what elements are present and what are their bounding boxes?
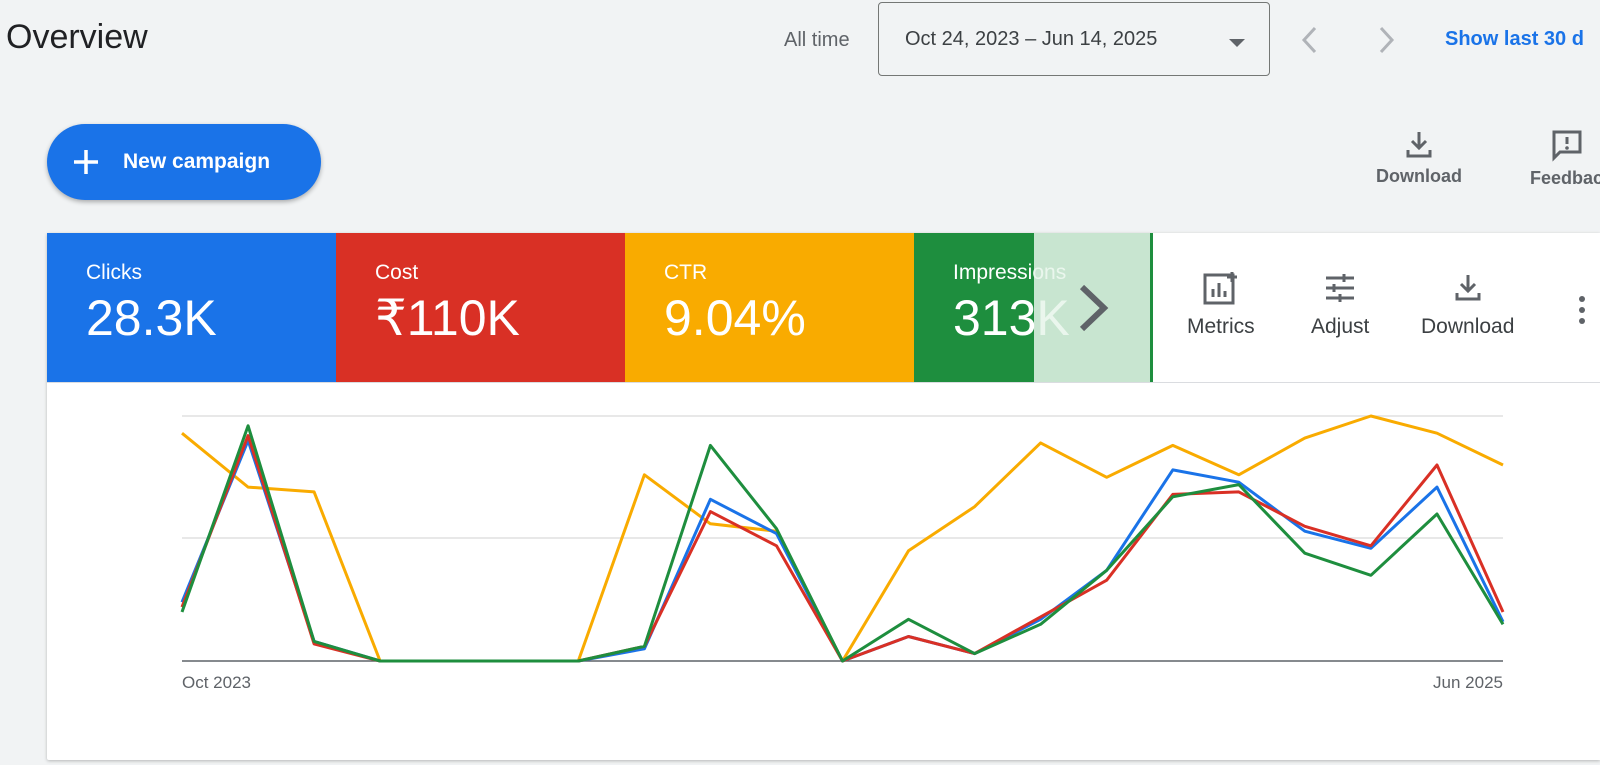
scorecard-ctr[interactable]: CTR 9.04% (625, 233, 914, 382)
metrics-button[interactable]: Metrics (1187, 271, 1255, 339)
x-tick-label-end: Jun 2025 (1433, 673, 1503, 692)
feedback-button[interactable]: Feedbac (1530, 128, 1600, 189)
performance-line-chart: Oct 2023 Jun 2025 (180, 414, 1505, 692)
chevron-right-icon (1379, 26, 1395, 54)
chevron-right-icon (1079, 284, 1109, 331)
chart-download-button[interactable]: Download (1421, 271, 1514, 339)
chevron-left-icon (1301, 26, 1317, 54)
adjust-label: Adjust (1311, 315, 1370, 338)
scorecard-label: CTR (664, 261, 708, 284)
scorecard-clicks[interactable]: Clicks 28.3K (47, 233, 336, 382)
x-tick-label-start: Oct 2023 (182, 673, 251, 692)
next-period-button[interactable] (1368, 22, 1404, 58)
previous-period-button[interactable] (1292, 22, 1328, 58)
download-icon (1406, 132, 1432, 158)
series-line-cost (180, 434, 1505, 663)
date-range-picker[interactable]: Oct 24, 2023 – Jun 14, 2025 (878, 2, 1270, 76)
series-group (180, 414, 1505, 663)
adjust-button[interactable]: Adjust (1311, 271, 1369, 339)
new-campaign-label: New campaign (123, 150, 271, 173)
more-scorecards-button[interactable] (1034, 233, 1150, 382)
scorecard-value: 9.04% (664, 290, 806, 346)
feedback-icon (1552, 130, 1582, 162)
metrics-label: Metrics (1187, 315, 1255, 338)
plus-icon (74, 150, 98, 174)
series-line-impressions (180, 424, 1505, 663)
new-campaign-button[interactable]: New campaign (47, 124, 321, 200)
show-last-30-days-link[interactable]: Show last 30 d (1445, 28, 1584, 50)
download-label: Download (1376, 166, 1462, 186)
metrics-icon (1203, 272, 1237, 305)
scorecard-label: Cost (375, 261, 419, 284)
caret-down-icon (1229, 39, 1245, 47)
scorecard-cost[interactable]: Cost ₹110K (336, 233, 625, 382)
date-range-value: Oct 24, 2023 – Jun 14, 2025 (905, 27, 1158, 50)
more-options-button[interactable] (1577, 295, 1587, 330)
performance-panel: Clicks 28.3K Cost ₹110K CTR 9.04% Impres… (47, 233, 1600, 760)
more-vert-icon (1579, 296, 1585, 324)
chart-download-label: Download (1421, 315, 1515, 338)
page-title: Overview (6, 18, 148, 56)
scorecard-value: 28.3K (86, 290, 217, 346)
feedback-label: Feedbac (1530, 168, 1600, 188)
tune-icon (1326, 274, 1355, 302)
download-icon (1455, 275, 1481, 301)
scorecard-value: ₹110K (375, 290, 520, 346)
date-range-label: All time (784, 29, 850, 51)
download-button[interactable]: Download (1376, 128, 1462, 187)
series-line-clicks (180, 439, 1505, 663)
scorecard-label: Clicks (86, 261, 142, 284)
